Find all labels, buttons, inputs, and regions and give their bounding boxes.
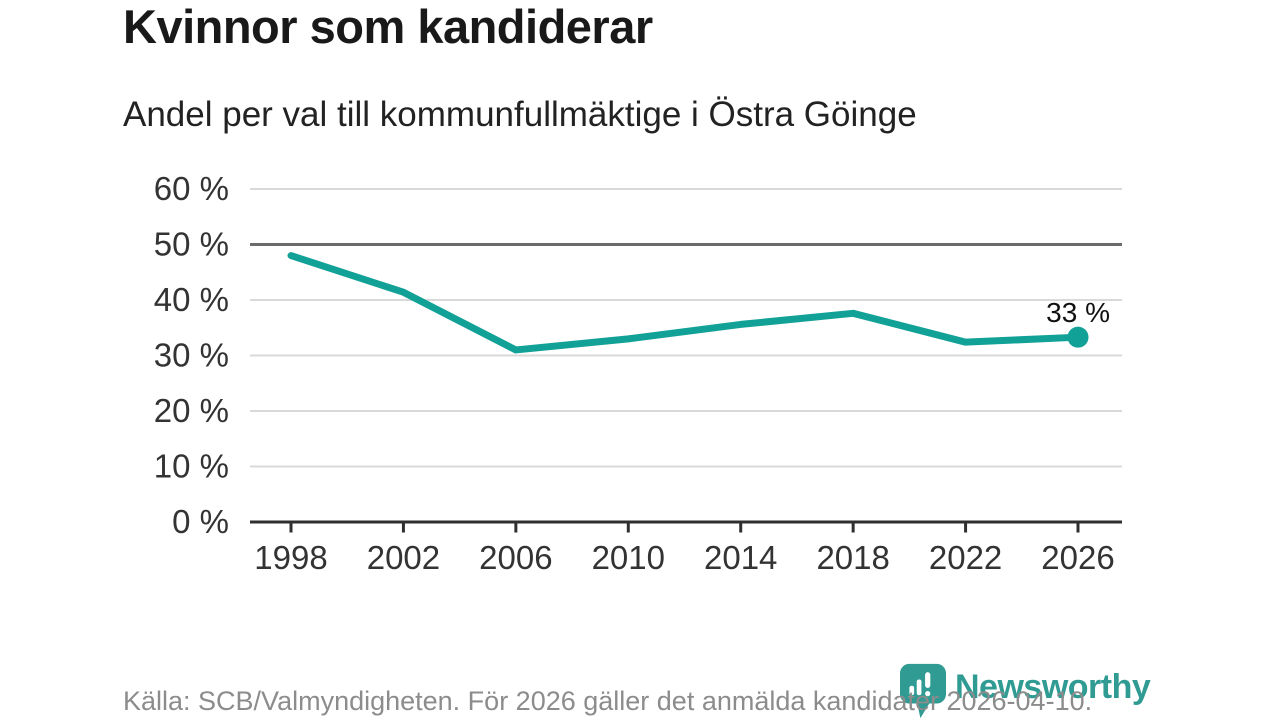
y-tick-label: 50 %	[154, 226, 229, 263]
y-tick-label: 20 %	[154, 392, 229, 429]
bar-glyph-short	[909, 685, 915, 696]
source-note: Källa: SCB/Valmyndigheten. För 2026 gäll…	[123, 686, 1093, 716]
end-point-dot	[1067, 326, 1089, 348]
y-tick-label: 0 %	[172, 503, 229, 540]
x-tick-label: 2022	[929, 539, 1002, 576]
exclamation-bar	[925, 672, 931, 688]
x-tick-label: 2006	[479, 539, 552, 576]
exclamation-dot	[925, 691, 931, 697]
x-tick-label: 2010	[592, 539, 665, 576]
x-tick-label: 1998	[254, 539, 327, 576]
y-tick-label: 60 %	[154, 170, 229, 207]
pin-shape	[900, 663, 946, 719]
page-title: Kvinnor som kandiderar	[123, 0, 653, 53]
newsworthy-pin-icon	[900, 663, 946, 719]
end-point-label: 33 %	[1046, 297, 1110, 328]
x-tick-label: 2002	[367, 539, 440, 576]
x-tick-label: 2018	[816, 539, 889, 576]
newsworthy-logo: Newsworthy	[900, 663, 1151, 719]
data-line	[287, 252, 1082, 354]
y-tick-label: 10 %	[154, 448, 229, 485]
newsworthy-wordmark: Newsworthy	[955, 668, 1151, 706]
x-tick-label: 2026	[1041, 539, 1114, 576]
chart-subtitle: Andel per val till kommunfullmäktige i Ö…	[123, 95, 917, 134]
bar-glyph-tall	[916, 679, 922, 696]
x-tick-label: 2014	[704, 539, 777, 576]
y-tick-label: 40 %	[154, 281, 229, 318]
y-tick-label: 30 %	[154, 337, 229, 374]
